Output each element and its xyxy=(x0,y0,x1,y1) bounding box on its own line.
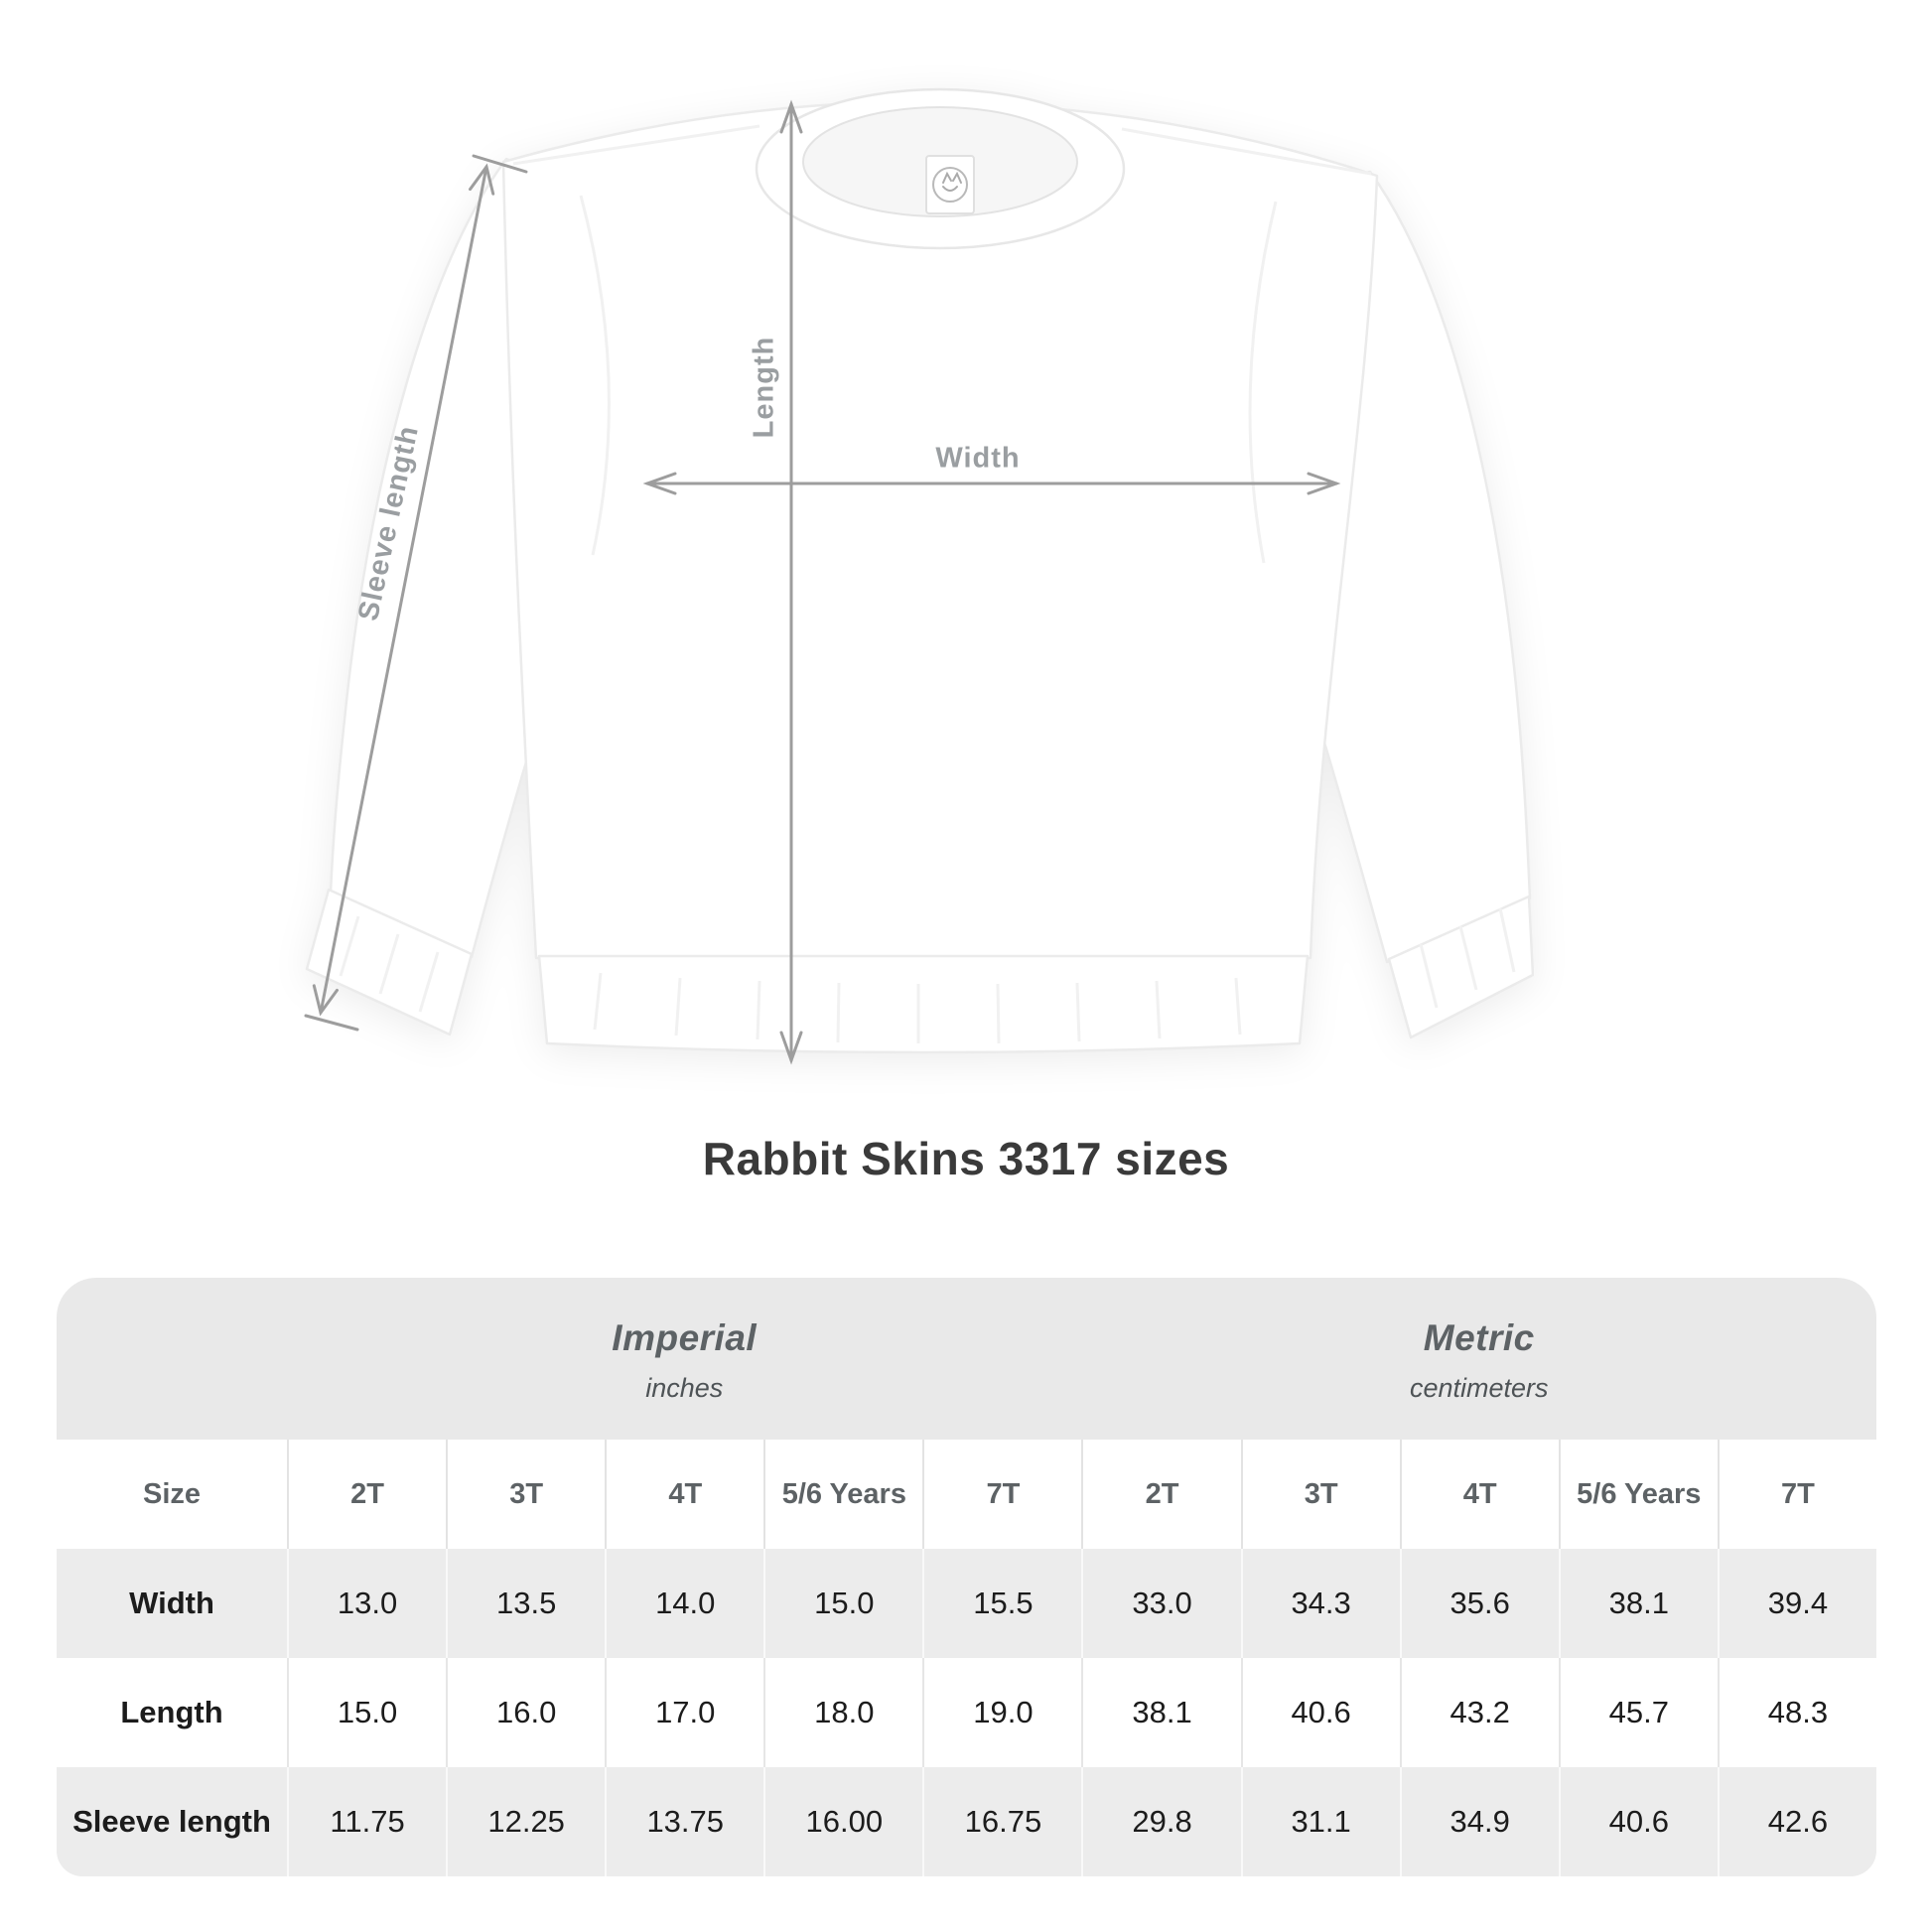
length-label: Length xyxy=(748,336,780,439)
width-label: Width xyxy=(935,442,1021,475)
sleeve-length-arrow xyxy=(304,154,528,1032)
length-metric-4t: 43.2 xyxy=(1399,1658,1559,1767)
width-metric-56y: 38.1 xyxy=(1558,1549,1718,1658)
size-header-imperial-3t: 3T xyxy=(446,1440,605,1549)
sleeve-imperial-7t: 16.75 xyxy=(922,1767,1081,1876)
size-table: Imperial inches Metric centimeters Size … xyxy=(57,1278,1876,1876)
unit-header-band: Imperial inches Metric centimeters xyxy=(57,1278,1876,1440)
measurement-arrows xyxy=(304,99,1341,1065)
width-imperial-7t: 15.5 xyxy=(922,1549,1081,1658)
width-imperial-4t: 14.0 xyxy=(605,1549,763,1658)
imperial-unit: inches xyxy=(645,1373,724,1403)
sleeve-imperial-3t: 12.25 xyxy=(446,1767,605,1876)
width-metric-4t: 35.6 xyxy=(1399,1549,1559,1658)
length-imperial-2t: 15.0 xyxy=(287,1658,446,1767)
size-header-metric-56y: 5/6 Years xyxy=(1558,1440,1718,1549)
sleeve-metric-7t: 42.6 xyxy=(1717,1767,1876,1876)
size-header-row: Size 2T 3T 4T 5/6 Years 7T 2T 3T 4T 5/6 … xyxy=(57,1440,1876,1549)
size-header-metric-7t: 7T xyxy=(1717,1440,1876,1549)
table-row-length: Length 15.0 16.0 17.0 18.0 19.0 38.1 40.… xyxy=(57,1658,1876,1767)
sleeve-imperial-56y: 16.00 xyxy=(763,1767,922,1876)
collar-tag xyxy=(925,155,975,214)
sweatshirt-image xyxy=(305,87,1534,1054)
length-imperial-56y: 18.0 xyxy=(763,1658,922,1767)
metric-header: Metric centimeters xyxy=(1082,1278,1877,1440)
sweatshirt-right-cuff xyxy=(1387,895,1534,1039)
table-row-width: Width 13.0 13.5 14.0 15.0 15.5 33.0 34.3… xyxy=(57,1549,1876,1658)
sleeve-imperial-4t: 13.75 xyxy=(605,1767,763,1876)
length-metric-3t: 40.6 xyxy=(1240,1658,1400,1767)
rabbit-logo-icon xyxy=(932,167,968,203)
metric-title: Metric xyxy=(1423,1317,1535,1358)
size-header-metric-4t: 4T xyxy=(1399,1440,1559,1549)
table-row-sleeve-length: Sleeve length 11.75 12.25 13.75 16.00 16… xyxy=(57,1767,1876,1876)
length-metric-7t: 48.3 xyxy=(1717,1658,1876,1767)
size-header-imperial-4t: 4T xyxy=(605,1440,763,1549)
width-metric-2t: 33.0 xyxy=(1081,1549,1240,1658)
sleeve-metric-4t: 34.9 xyxy=(1399,1767,1559,1876)
size-header-imperial-56y: 5/6 Years xyxy=(763,1440,922,1549)
corner-header-cell: Size xyxy=(142,1477,202,1510)
length-metric-56y: 45.7 xyxy=(1558,1658,1718,1767)
length-metric-2t: 38.1 xyxy=(1081,1658,1240,1767)
sleeve-metric-3t: 31.1 xyxy=(1240,1767,1400,1876)
row-label-sleeve-length: Sleeve length xyxy=(72,1804,271,1839)
imperial-header: Imperial inches xyxy=(287,1278,1082,1440)
size-grid: Size 2T 3T 4T 5/6 Years 7T 2T 3T 4T 5/6 … xyxy=(57,1440,1876,1876)
length-imperial-4t: 17.0 xyxy=(605,1658,763,1767)
width-arrow xyxy=(642,472,1341,495)
imperial-title: Imperial xyxy=(612,1317,758,1358)
row-label-length: Length xyxy=(120,1695,223,1729)
sweatshirt-hem-band xyxy=(537,954,1310,1054)
sleeve-imperial-2t: 11.75 xyxy=(287,1767,446,1876)
unit-band-spacer xyxy=(57,1278,287,1440)
size-header-metric-2t: 2T xyxy=(1081,1440,1240,1549)
width-imperial-3t: 13.5 xyxy=(446,1549,605,1658)
length-imperial-7t: 19.0 xyxy=(922,1658,1081,1767)
length-imperial-3t: 16.0 xyxy=(446,1658,605,1767)
length-arrow xyxy=(779,99,803,1065)
metric-unit: centimeters xyxy=(1409,1373,1549,1403)
size-header-metric-3t: 3T xyxy=(1240,1440,1400,1549)
page-title: Rabbit Skins 3317 sizes xyxy=(702,1133,1230,1184)
width-metric-3t: 34.3 xyxy=(1240,1549,1400,1658)
sleeve-metric-56y: 40.6 xyxy=(1558,1767,1718,1876)
sleeve-metric-2t: 29.8 xyxy=(1081,1767,1240,1876)
size-header-imperial-2t: 2T xyxy=(287,1440,446,1549)
width-imperial-56y: 15.0 xyxy=(763,1549,922,1658)
size-header-imperial-7t: 7T xyxy=(922,1440,1081,1549)
width-metric-7t: 39.4 xyxy=(1717,1549,1876,1658)
row-label-width: Width xyxy=(129,1586,214,1620)
width-imperial-2t: 13.0 xyxy=(287,1549,446,1658)
